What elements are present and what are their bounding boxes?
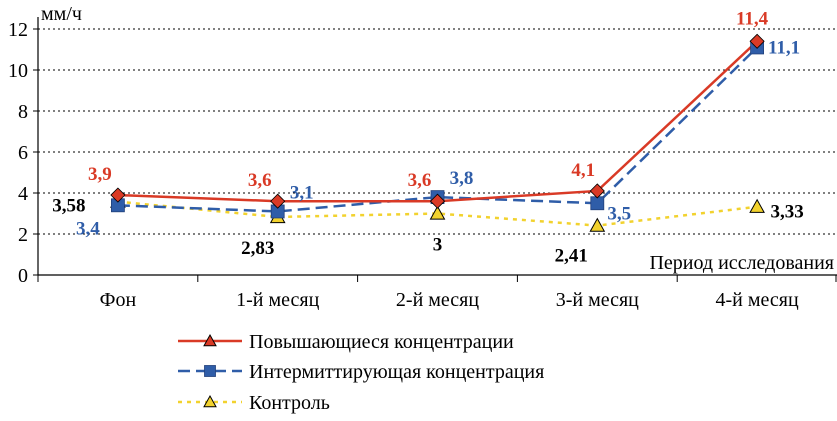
y-tick-label-10: 10 (8, 60, 28, 82)
data-label-rising-2: 3,6 (408, 170, 432, 191)
point-rising-1 (270, 193, 286, 209)
y-tick-label-12: 12 (8, 19, 28, 41)
legend-marker-rising (203, 333, 217, 347)
data-label-rising-1: 3,6 (248, 170, 272, 191)
y-tick-label-0: 0 (18, 265, 28, 287)
legend-label-rising: Повышающиеся концентрации (249, 331, 514, 353)
data-label-rising-4: 11,4 (736, 8, 769, 29)
point-control-4 (749, 198, 765, 213)
data-label-intermittent-2: 3,8 (450, 168, 474, 189)
y-tick-label-6: 6 (18, 142, 28, 164)
legend-marker-intermittent (204, 365, 216, 377)
point-rising-3 (589, 183, 605, 199)
x-tick-label-3: 3-й месяц (556, 289, 639, 311)
x-tick-label-1: 1-й месяц (236, 289, 319, 311)
x-tick-label-0: Фон (100, 289, 137, 311)
y-unit-label: мм/ч (41, 3, 82, 25)
point-intermittent-3 (590, 196, 605, 211)
point-control-3 (589, 217, 606, 232)
y-tick-label-8: 8 (18, 101, 28, 123)
data-label-intermittent-0: 3,4 (76, 218, 100, 239)
x-axis-label: Период исследования (649, 252, 834, 274)
data-label-rising-0: 3,9 (88, 164, 112, 185)
data-label-control-1: 2,83 (241, 238, 274, 259)
legend-label-intermittent: Интермиттирующая концентрация (249, 361, 544, 383)
x-tick-label-4: 4-й месяц (716, 289, 799, 311)
legend-label-control: Контроль (249, 392, 330, 414)
data-label-intermittent-1: 3,1 (290, 182, 314, 203)
x-tick-label-2: 2-й месяц (396, 289, 479, 311)
point-control-2 (429, 205, 446, 220)
data-label-control-0: 3,58 (52, 196, 85, 217)
series-line-control (117, 200, 758, 227)
legend-marker-control (203, 394, 217, 408)
point-rising-4 (749, 33, 765, 49)
data-label-control-4: 3,33 (770, 202, 803, 223)
point-rising-2 (429, 193, 446, 209)
data-label-control-2: 3 (433, 235, 443, 256)
y-tick-label-2: 2 (18, 224, 28, 246)
series-line-rising (117, 40, 758, 203)
data-label-control-3: 2,41 (555, 246, 588, 267)
y-tick-label-4: 4 (18, 183, 28, 205)
data-label-rising-3: 4,1 (571, 160, 595, 181)
data-label-intermittent-3: 3,5 (607, 203, 631, 224)
data-label-intermittent-4: 11,1 (768, 37, 800, 58)
point-rising-0 (110, 187, 126, 203)
